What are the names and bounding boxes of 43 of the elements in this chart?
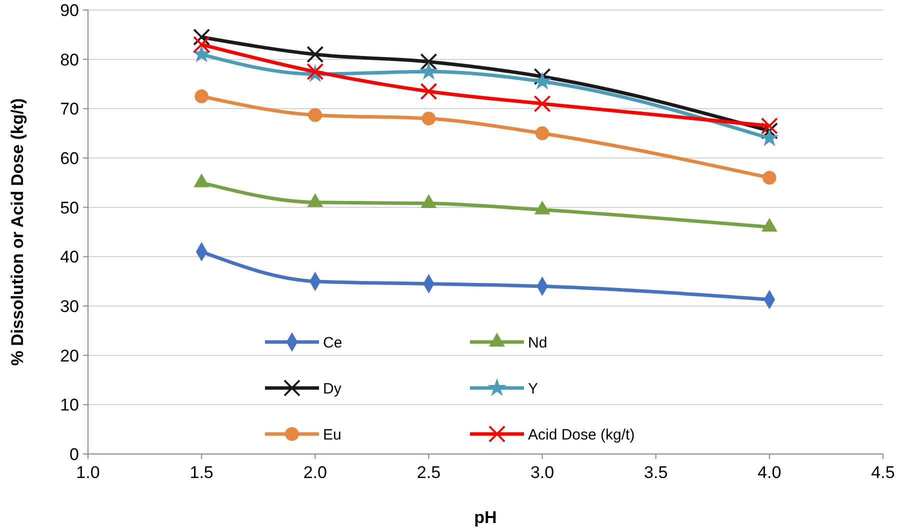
point xyxy=(422,112,436,126)
y-tick-label: 60 xyxy=(60,148,79,168)
x-tick-label: 3.5 xyxy=(644,463,668,482)
x-tick-label: 4.5 xyxy=(871,463,895,482)
y-tick-label: 70 xyxy=(60,100,79,119)
point xyxy=(420,53,438,70)
point xyxy=(532,72,552,90)
point xyxy=(193,36,210,54)
x-tick-label: 2.0 xyxy=(303,463,327,482)
x-tick-label: 1.5 xyxy=(190,463,214,482)
point xyxy=(534,95,551,112)
point xyxy=(308,108,322,122)
legend-label: Y xyxy=(528,380,538,398)
x-tick-label: 1.0 xyxy=(76,463,100,482)
point xyxy=(192,44,211,62)
point xyxy=(760,122,778,140)
y-tick-label: 90 xyxy=(60,0,79,20)
point xyxy=(535,126,550,140)
point xyxy=(193,28,210,46)
y-tick-label: 0 xyxy=(70,444,79,464)
y-tick-label: 50 xyxy=(60,198,79,218)
legend-label: Acid Dose (kg/t) xyxy=(528,426,635,444)
point xyxy=(306,46,324,63)
y-tick-label: 20 xyxy=(60,346,79,366)
legend-label: Eu xyxy=(323,426,342,444)
y-tick-label: 80 xyxy=(60,50,79,70)
legend-label: Ce xyxy=(323,334,342,352)
y-tick-label: 30 xyxy=(60,296,79,316)
y-tick-label: 10 xyxy=(60,396,79,415)
point xyxy=(762,170,776,185)
x-axis-title: pH xyxy=(474,508,497,527)
x-tick-label: 4.0 xyxy=(758,463,782,482)
legend-label: Nd xyxy=(528,334,548,352)
x-tick-label: 2.5 xyxy=(416,463,441,482)
y-tick-label: 40 xyxy=(60,248,79,267)
point xyxy=(420,82,438,100)
legend-label: Dy xyxy=(323,380,342,398)
point xyxy=(194,89,208,104)
point xyxy=(534,68,551,86)
x-tick-label: 3.0 xyxy=(530,463,554,482)
point xyxy=(760,117,778,134)
point xyxy=(419,62,438,80)
y-axis-title: % Dissolution or Acid Dose (kg/t) xyxy=(8,98,27,366)
